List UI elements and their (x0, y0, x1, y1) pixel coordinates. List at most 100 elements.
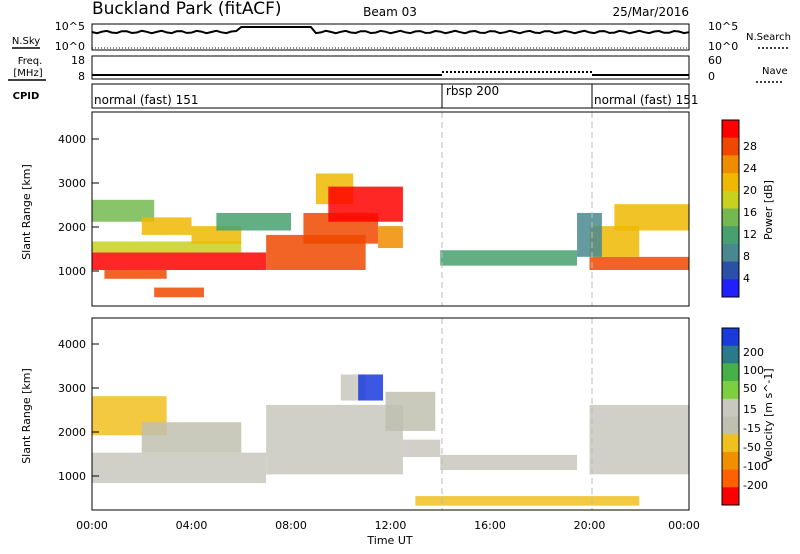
power-cells (92, 173, 689, 298)
y-tick-label: 3000 (58, 382, 86, 395)
velocity-cell (589, 404, 689, 475)
cbar-tick: 20 (743, 184, 757, 197)
power-cell (92, 241, 242, 253)
velocity-colorbar: 200 100 50 15 -15 -50 -100 -200 Velocity… (721, 327, 775, 506)
freq-label-top: Freq. (18, 56, 43, 67)
power-cell (154, 287, 204, 298)
y-tick-label: 2000 (58, 221, 86, 234)
x-tick-label: 20:00 (574, 519, 606, 532)
power-y-axis-label: Slant Range [km] (20, 164, 33, 260)
freq-strip: Freq. [MHz] 18 8 Nave 60 0 (8, 54, 788, 83)
velocity-cells (92, 374, 689, 506)
x-tick-label: 12:00 (375, 519, 407, 532)
cbar-tick: -50 (743, 441, 761, 454)
velocity-yticks: 1000 2000 3000 4000 (58, 338, 99, 483)
y-tick-label: 3000 (58, 177, 86, 190)
velocity-cell (440, 454, 578, 471)
cpid-segment-label: rbsp 200 (446, 84, 499, 98)
y-tick-label: 1000 (58, 265, 86, 278)
nave-tick-high: 60 (708, 54, 722, 67)
x-axis-label: Time UT (366, 534, 412, 547)
x-tick-label: 16:00 (474, 519, 506, 532)
freq-tick-high: 18 (71, 54, 85, 67)
colorbar-swatch (722, 469, 739, 488)
cpid-segment-label: normal (fast) 151 (594, 93, 698, 107)
nsky-trace (91, 26, 690, 35)
colorbar-swatch (722, 328, 739, 347)
power-colorbar-cells (722, 120, 739, 298)
colorbar-swatch (722, 416, 739, 435)
colorbar-swatch (722, 381, 739, 400)
power-cell (577, 212, 602, 257)
x-tick-label: 08:00 (275, 519, 307, 532)
power-colorbar-label: Power [dB] (762, 180, 775, 240)
colorbar-swatch (722, 120, 739, 139)
power-cell (92, 252, 267, 271)
date-label: 25/Mar/2016 (612, 5, 689, 19)
power-cell (614, 204, 689, 231)
y-tick-label: 4000 (58, 133, 86, 146)
cbar-tick: 28 (743, 140, 757, 153)
cbar-tick: -100 (743, 460, 768, 473)
power-cell (589, 256, 689, 271)
power-cell (440, 250, 578, 266)
cbar-tick: -15 (743, 422, 761, 435)
nsearch-tick-high: 10^5 (708, 20, 738, 33)
freq-label-bottom: [MHz] (13, 68, 42, 79)
cpid-label: CPID (13, 91, 40, 102)
colorbar-swatch (722, 487, 739, 506)
velocity-cell (385, 391, 436, 431)
velocity-cell (415, 496, 640, 506)
nsearch-tick-low: 10^0 (708, 40, 738, 53)
y-tick-label: 2000 (58, 426, 86, 439)
nave-tick-low: 0 (708, 70, 715, 83)
colorbar-swatch (722, 190, 739, 209)
cbar-tick: 50 (743, 382, 757, 395)
nsky-tick-high: 10^5 (55, 20, 85, 33)
cbar-tick: 15 (743, 403, 757, 416)
velocity-cell (141, 422, 242, 453)
cbar-tick: 12 (743, 228, 757, 241)
colorbar-swatch (722, 451, 739, 471)
velocity-y-axis-label: Slant Range [km] (20, 368, 33, 464)
velocity-cell (266, 404, 403, 475)
colorbar-swatch (722, 173, 739, 192)
power-cell (378, 226, 403, 249)
nsky-strip: N.Sky 10^5 10^0 N.Search 10^5 10^0 (12, 20, 791, 53)
nsky-tick-low: 10^0 (55, 40, 85, 53)
power-cell (328, 186, 403, 222)
power-cell (216, 212, 291, 231)
colorbar-swatch (722, 137, 739, 156)
velocity-colorbar-label: Velocity [m s^-1] (762, 368, 775, 463)
velocity-colorbar-cells (722, 328, 739, 506)
x-tick-label: 00:00 (76, 519, 108, 532)
colorbar-swatch (722, 434, 739, 453)
colorbar-swatch (722, 208, 739, 227)
cpid-strip: CPID normal (fast) 151 rbsp 200 normal (… (13, 83, 698, 109)
power-cell (104, 270, 167, 279)
cpid-segment-label: normal (fast) 151 (94, 93, 198, 107)
beam-label: Beam 03 (363, 5, 417, 19)
colorbar-swatch (722, 155, 739, 174)
cbar-tick: -200 (743, 479, 768, 492)
colorbar-swatch (722, 279, 739, 298)
cbar-tick: 100 (743, 364, 764, 377)
power-colorbar: 28 24 20 16 12 8 4 Power [dB] (721, 119, 775, 298)
freq-tick-low: 8 (78, 70, 85, 83)
colorbar-swatch (722, 363, 739, 382)
station-title: Buckland Park (fitACF) (92, 0, 282, 19)
y-tick-label: 4000 (58, 338, 86, 351)
velocity-cell (402, 439, 441, 458)
nsky-label: N.Sky (12, 36, 40, 47)
cbar-tick: 8 (743, 250, 750, 263)
cbar-tick: 200 (743, 346, 764, 359)
power-cell (141, 217, 192, 235)
velocity-cell (92, 452, 267, 484)
time-axis: 00:00 04:00 08:00 12:00 16:00 20:00 00:0… (76, 519, 700, 547)
power-cell (92, 199, 155, 222)
colorbar-swatch (722, 226, 739, 245)
colorbar-swatch (722, 243, 739, 263)
colorbar-swatch (722, 398, 739, 417)
x-tick-label: 04:00 (176, 519, 208, 532)
y-tick-label: 1000 (58, 470, 86, 483)
